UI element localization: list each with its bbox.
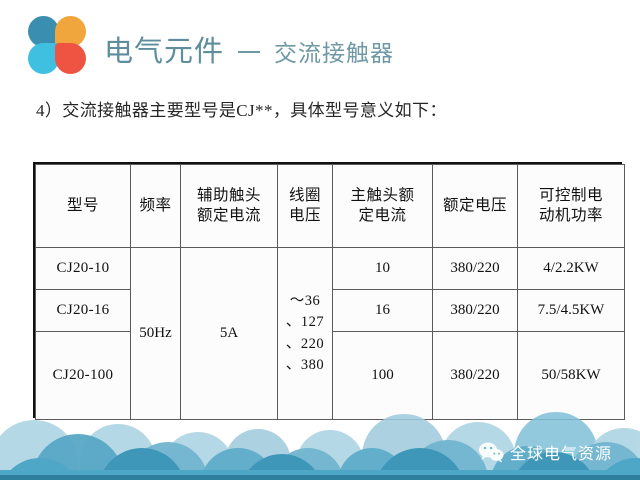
page-title-subtitle: 交流接触器 xyxy=(274,40,395,66)
table-header-model: 型号 xyxy=(35,164,131,248)
cell-motor-power: 50/58KW xyxy=(517,331,625,420)
four-petal-flower-logo xyxy=(28,16,86,74)
watermark: 全球电气资源 xyxy=(478,440,612,464)
page-title-main: 电气元件 xyxy=(104,36,225,68)
coil-voltage-line-1: ～36 xyxy=(289,293,321,310)
cell-main-current: 10 xyxy=(332,247,433,290)
table-header-coil-voltage-line2: 电压 xyxy=(288,207,321,224)
table-header-row: 型号 频率 辅助触头 额定电流 线圈 电压 主触头额 定 xyxy=(35,164,625,248)
logo-petal-bottom-left-icon xyxy=(28,43,59,74)
cell-main-current: 100 xyxy=(332,331,433,420)
page-title-separator: 一 xyxy=(237,40,262,67)
table-header-frequency: 频率 xyxy=(130,164,181,248)
logo-petal-top-right-icon xyxy=(55,16,86,47)
watermark-label: 全球电气资源 xyxy=(510,446,613,463)
table-header-rated-voltage: 额定电压 xyxy=(432,164,518,248)
table-header-main-current: 主触头额 定电流 xyxy=(332,164,433,248)
slide-header: 电气元件 一 交流接触器 xyxy=(0,0,640,88)
coil-voltage-line-3: 、220 xyxy=(285,335,325,352)
intro-paragraph: 4）交流接触器主要型号是CJ**，具体型号意义如下： xyxy=(36,101,447,120)
cell-coil-voltage: ～36 、127 、220 、380 xyxy=(277,247,333,420)
spec-table: 型号 频率 辅助触头 额定电流 线圈 电压 主触头额 定 xyxy=(35,164,625,420)
cell-frequency: 50Hz xyxy=(130,247,181,420)
table-header-motor-power-line1: 可控制电 xyxy=(538,187,603,205)
table-header-aux-current-line1: 辅助触头 xyxy=(196,187,261,205)
coil-voltage-line-4: 、380 xyxy=(285,356,325,373)
wechat-icon xyxy=(479,442,504,463)
table-header-coil-voltage: 线圈 电压 xyxy=(277,164,333,248)
logo-petal-bottom-right-icon xyxy=(55,43,86,74)
table-header-coil-voltage-line1: 线圈 xyxy=(288,187,321,205)
table-header-main-current-line2: 定电流 xyxy=(358,207,407,224)
table-header-model-line1: 型号 xyxy=(66,197,99,215)
table-header-rated-voltage-line1: 额定电压 xyxy=(442,197,507,215)
cell-model: CJ20-100 xyxy=(35,331,131,420)
table-header-frequency-line1: 频率 xyxy=(139,197,172,215)
cell-motor-power: 7.5/4.5KW xyxy=(517,289,625,332)
cell-rated-voltage: 380/220 xyxy=(432,289,518,332)
table-row: CJ20-16 16 380/220 7.5/4.5KW xyxy=(35,289,625,332)
cell-model: CJ20-10 xyxy=(35,247,131,290)
cell-rated-voltage: 380/220 xyxy=(432,331,518,420)
cell-rated-voltage: 380/220 xyxy=(432,247,518,290)
table-header-main-current-line1: 主触头额 xyxy=(350,187,415,205)
coil-voltage-line-2: 、127 xyxy=(285,314,325,331)
table-header-motor-power: 可控制电 动机功率 xyxy=(517,164,625,248)
cell-model: CJ20-16 xyxy=(35,289,131,332)
logo-petal-top-left-icon xyxy=(28,16,59,47)
page-title: 电气元件 一 交流接触器 xyxy=(104,28,394,70)
cell-aux-current: 5A xyxy=(180,247,278,420)
table-header-aux-current: 辅助触头 额定电流 xyxy=(180,164,278,248)
table-row: CJ20-100 100 380/220 50/58KW xyxy=(35,331,625,420)
table-row: CJ20-10 50Hz 5A ～36 、127 、220 、380 10 38… xyxy=(35,247,625,420)
table-header-aux-current-line2: 额定电流 xyxy=(196,207,261,224)
spec-table-container: 型号 频率 辅助触头 额定电流 线圈 电压 主触头额 定 xyxy=(33,162,625,420)
cell-motor-power: 4/2.2KW xyxy=(517,247,625,290)
table-header-motor-power-line2: 动机功率 xyxy=(538,207,603,224)
cell-main-current: 16 xyxy=(332,289,433,332)
